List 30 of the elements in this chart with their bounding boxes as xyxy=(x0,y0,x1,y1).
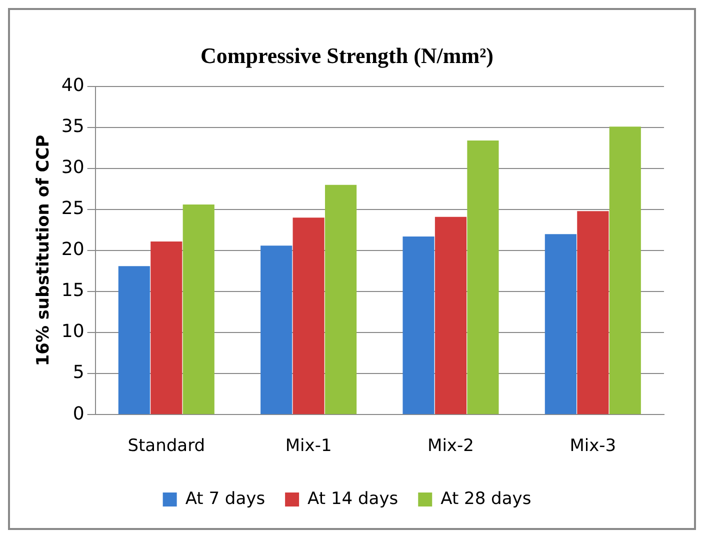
bar xyxy=(434,216,467,414)
bar xyxy=(467,140,499,414)
bar xyxy=(402,236,434,414)
y-tick-label: 25 xyxy=(61,198,84,220)
y-tick-label: 40 xyxy=(61,75,84,96)
x-tick-label: Mix-1 xyxy=(285,436,332,456)
chart-title: Compressive Strength (N/mm²) xyxy=(200,42,494,68)
y-tick-label: 0 xyxy=(72,403,84,424)
y-axis-title: 16% substitution of CCP xyxy=(34,134,54,366)
bar xyxy=(150,241,182,414)
y-tick-label: 35 xyxy=(61,116,84,138)
x-tick-label: Standard xyxy=(128,436,206,456)
legend-label: At 14 days xyxy=(308,488,398,509)
bar xyxy=(609,126,641,414)
bar xyxy=(260,246,292,414)
y-tick-label: 10 xyxy=(61,321,84,342)
bar xyxy=(577,211,609,414)
legend-label: At 28 days xyxy=(440,488,532,509)
y-tick-label: 20 xyxy=(61,239,84,260)
x-tick-label: Mix-2 xyxy=(428,436,474,456)
bar xyxy=(292,218,324,414)
bar xyxy=(325,184,357,414)
legend-label: At 7 days xyxy=(185,488,266,509)
y-tick-label: 15 xyxy=(61,280,84,302)
bar xyxy=(182,204,214,414)
x-tick-label: Mix-3 xyxy=(570,436,616,456)
y-tick-label: 30 xyxy=(61,157,84,178)
bar xyxy=(544,234,576,414)
y-tick-label: 5 xyxy=(72,362,84,384)
bar xyxy=(118,266,150,414)
